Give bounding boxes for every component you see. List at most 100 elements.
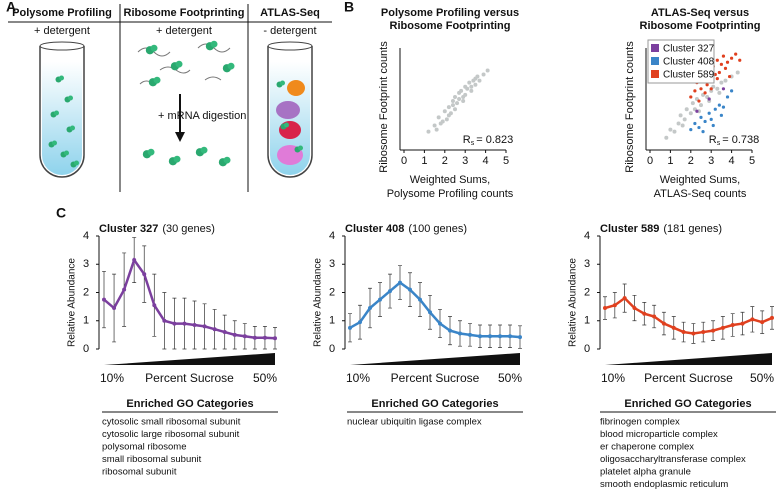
chart-title: Cluster 589 (181 genes) [600,223,722,235]
point [676,121,681,126]
data-point [232,332,237,337]
point [688,111,693,116]
point [434,127,439,132]
point [473,76,478,81]
data-point [388,289,392,294]
data-point [378,297,382,302]
point [450,103,455,108]
tube [267,46,313,178]
point [735,70,740,75]
data-point [498,334,502,339]
go-item: ribosomal subunit [102,467,177,478]
data-point [770,315,774,320]
annotation: Rs = 0.738 [709,134,759,147]
legend-label: Cluster 327 [663,44,715,55]
y-axis-label: Relative Abundance [67,258,78,347]
data-point [122,287,127,292]
data-point [622,296,627,301]
x-tick-label: 2 [442,155,448,167]
point [440,119,445,124]
point [738,58,742,62]
point [719,113,724,117]
y-axis-label: Ribosome Footprint counts [624,41,636,173]
legend-swatch [651,70,659,78]
panel-label: C [56,205,66,221]
panel-label: A [6,0,16,15]
x-tick-label: 10% [100,371,124,385]
y-tick-label: 3 [83,258,89,270]
go-item: er chaperone complex [600,442,694,453]
point [672,129,677,134]
point [453,107,457,112]
title-count: (181 genes) [663,223,722,235]
x-tick-label: 2 [688,155,694,167]
annotation-subscript: s [717,140,721,147]
data-point [661,321,666,326]
y-tick-label: 3 [329,258,335,270]
ribosome [142,148,155,159]
point [703,119,707,124]
data-point [418,297,422,302]
x-axis-label: Percent Sucrose [145,371,234,385]
point [717,103,721,107]
go-item: oligosaccharyltransferase complex [600,454,746,465]
point [707,111,711,115]
point [725,60,730,64]
ribosome-complex [287,80,305,96]
data-point [642,311,647,316]
diagram: Polysome Profiling Ribosome Footprinting… [8,4,332,192]
y-tick-label: 1 [83,315,89,327]
ribosome [205,40,218,51]
data-point [458,331,462,336]
point [734,52,738,56]
point [426,129,431,134]
y-tick-label: 2 [584,286,590,298]
data-point [701,330,706,335]
y-tick-label: 0 [83,343,89,355]
data-point [252,335,257,340]
data-point [202,324,207,329]
point [717,70,721,75]
annotation-text: = 0.823 [476,134,513,146]
point [705,83,709,87]
data-point [681,330,686,335]
data-point [368,306,372,311]
point [721,54,726,58]
y-tick-label: 0 [584,343,590,355]
point [453,94,457,99]
data-point [112,306,117,311]
point [715,86,720,91]
data-point [348,325,352,330]
data-point [182,321,187,326]
arrowhead [175,132,185,142]
go-item: polysomal ribosome [102,442,186,453]
x-axis-label: Percent Sucrose [391,371,480,385]
data-point [750,317,755,322]
condition: + detergent [156,25,212,37]
point [707,97,711,101]
condition: + detergent [34,25,90,37]
go-item: cytosolic small ribosomal subunit [102,417,241,428]
point [690,101,695,106]
point [457,90,462,95]
point [450,99,455,104]
point [442,109,447,114]
point [444,117,449,122]
point [682,117,687,122]
point [436,115,441,120]
ribosome [218,156,231,167]
column-title: ATLAS-Seq [260,7,320,19]
data-point [603,306,607,311]
data-point [488,334,492,339]
x-tick-label: 50% [498,371,522,385]
point [727,74,732,79]
data-point [212,327,217,332]
ribosome [222,62,235,73]
y-tick-label: 4 [329,230,335,242]
point [699,87,703,91]
y-tick-label: 1 [329,315,335,327]
x-tick-label: 50% [750,371,774,385]
y-tick-label: 0 [329,343,335,355]
x-tick-label: 4 [729,155,735,167]
